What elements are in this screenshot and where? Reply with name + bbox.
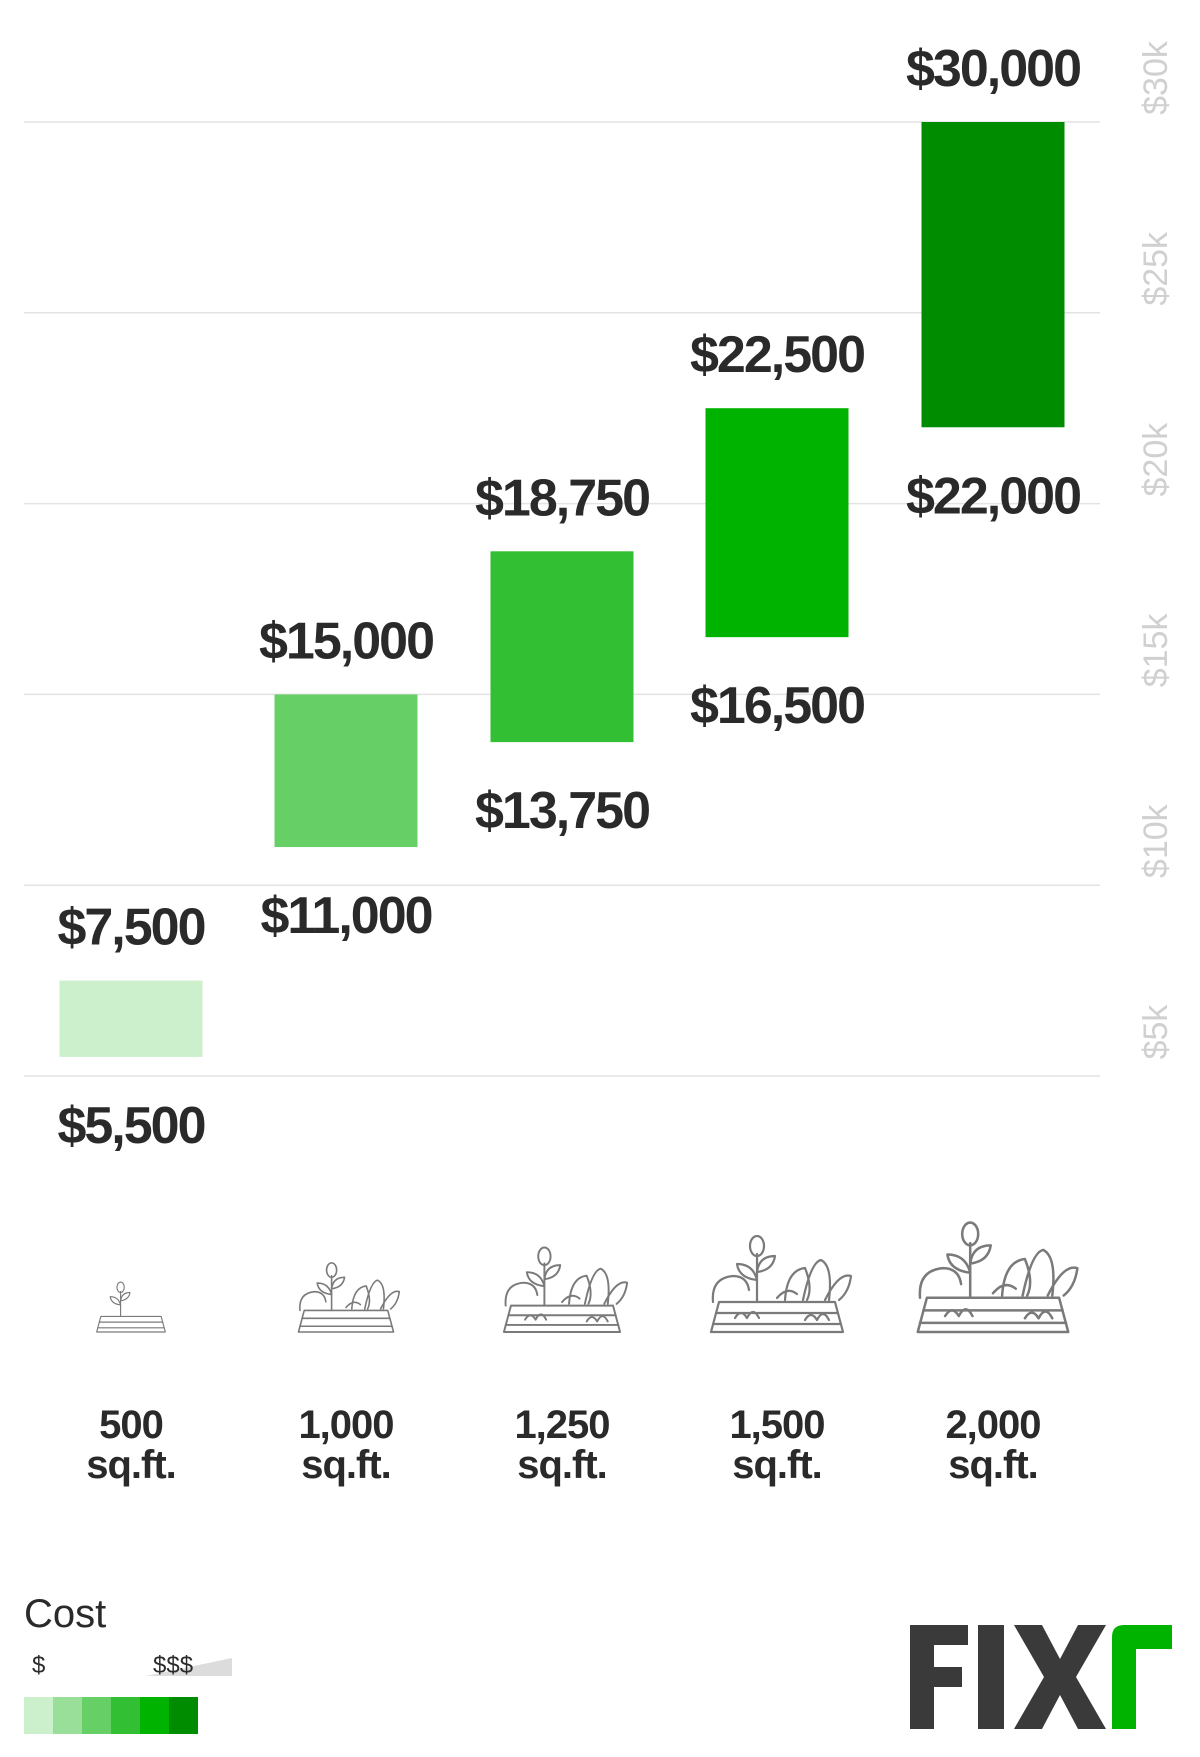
y-axis-ticks: $5k $10k $15k $20k $25k $30k — [1137, 40, 1175, 1059]
y-tick-label: $25k — [1137, 231, 1175, 306]
category-label: sq.ft. — [732, 1443, 822, 1487]
high-value-label: $30,000 — [906, 40, 1080, 98]
legend-cost-ramp — [60, 1658, 232, 1676]
category-label: 2,000 — [945, 1403, 1040, 1447]
value-labels: $7,500 $5,500 $15,000 $11,000 $18,750 $13,750… — [57, 40, 1082, 1155]
legend-title: Cost — [24, 1592, 107, 1636]
category-icons — [96, 1221, 1079, 1334]
category-labels: 500sq.ft.1,000sq.ft.1,250sq.ft.1,500sq.f… — [86, 1403, 1041, 1487]
low-value-label: $11,000 — [260, 887, 431, 945]
garden-bed-medium-icon — [297, 1262, 401, 1333]
category-label: 1,000 — [298, 1403, 393, 1447]
legend-swatch — [82, 1697, 111, 1734]
low-value-label: $16,500 — [690, 677, 864, 735]
legend-swatch — [169, 1697, 198, 1734]
range-bars — [59, 122, 1065, 1057]
low-value-label: $22,000 — [906, 467, 1080, 525]
legend-swatch — [53, 1697, 82, 1734]
y-tick-label: $20k — [1137, 422, 1175, 497]
high-value-label: $15,000 — [259, 612, 433, 670]
category-label: sq.ft. — [301, 1443, 391, 1487]
garden-bed-small-icon — [96, 1281, 166, 1333]
legend-swatch — [140, 1697, 169, 1734]
fixr-logo — [910, 1625, 1172, 1729]
category-label: 500 — [99, 1403, 163, 1447]
range-bar — [59, 980, 203, 1057]
high-value-label: $18,750 — [475, 469, 649, 527]
category-label: sq.ft. — [948, 1443, 1038, 1487]
legend-high-label: $$$ — [153, 1652, 194, 1679]
category-label: sq.ft. — [517, 1443, 607, 1487]
category-label: sq.ft. — [86, 1443, 176, 1487]
y-tick-label: $15k — [1137, 613, 1175, 688]
garden-bed-xlarge-icon — [709, 1234, 853, 1334]
category-label: 1,500 — [729, 1403, 824, 1447]
range-bar — [490, 551, 634, 743]
garden-bed-large-icon — [502, 1246, 629, 1333]
range-bar — [274, 694, 418, 848]
high-value-label: $22,500 — [690, 326, 864, 384]
low-value-label: $13,750 — [475, 782, 649, 840]
range-bar — [705, 408, 849, 638]
range-bar — [921, 122, 1065, 428]
legend-swatch — [24, 1697, 53, 1734]
price-range-chart: $5k $10k $15k $20k $25k $30k $7,500 $5,500 $15,… — [24, 40, 1175, 1487]
y-tick-label: $5k — [1137, 1004, 1175, 1060]
legend-swatch — [111, 1697, 140, 1734]
y-tick-label: $30k — [1137, 40, 1175, 115]
garden-bed-xxlarge-icon — [916, 1221, 1079, 1334]
legend-swatches — [24, 1697, 198, 1734]
low-value-label: $5,500 — [57, 1097, 204, 1155]
y-tick-label: $10k — [1137, 803, 1175, 878]
legend-low-label: $ — [32, 1652, 46, 1679]
high-value-label: $7,500 — [57, 899, 204, 957]
category-label: 1,250 — [514, 1403, 609, 1447]
